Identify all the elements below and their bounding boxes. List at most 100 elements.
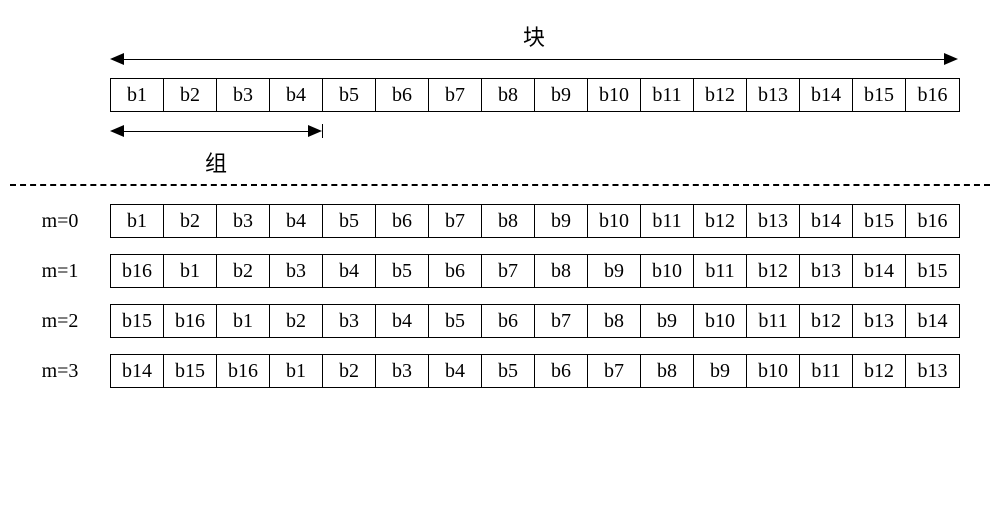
- cell: b3: [217, 205, 270, 237]
- cell: b6: [376, 79, 429, 111]
- top-row: b1b2b3b4b5b6b7b8b9b10b11b12b13b14b15b16: [10, 78, 990, 112]
- cell: b4: [270, 79, 323, 111]
- cell: b10: [641, 255, 694, 287]
- cell: b4: [376, 305, 429, 337]
- cell: b16: [111, 255, 164, 287]
- cell: b8: [535, 255, 588, 287]
- cell: b2: [217, 255, 270, 287]
- cell: b16: [906, 205, 959, 237]
- cell: b12: [694, 79, 747, 111]
- row-cells: b16b1b2b3b4b5b6b7b8b9b10b11b12b13b14b15: [110, 254, 960, 288]
- cell: b11: [747, 305, 800, 337]
- cell: b3: [270, 255, 323, 287]
- data-row: m=1b16b1b2b3b4b5b6b7b8b9b10b11b12b13b14b…: [10, 254, 990, 288]
- data-row: m=3b14b15b16b1b2b3b4b5b6b7b8b9b10b11b12b…: [10, 354, 990, 388]
- cell: b9: [694, 355, 747, 387]
- cell: b1: [164, 255, 217, 287]
- divider: [10, 184, 990, 186]
- cell: b12: [747, 255, 800, 287]
- cell: b7: [429, 205, 482, 237]
- cell: b1: [217, 305, 270, 337]
- cell: b3: [217, 79, 270, 111]
- data-row: m=2b15b16b1b2b3b4b5b6b7b8b9b10b11b12b13b…: [10, 304, 990, 338]
- cell: b13: [747, 205, 800, 237]
- cell: b12: [800, 305, 853, 337]
- cell: b11: [800, 355, 853, 387]
- row-label: m=0: [10, 210, 110, 233]
- block-arrow: [110, 46, 958, 72]
- cell: b8: [482, 79, 535, 111]
- cell: b10: [747, 355, 800, 387]
- cell: b1: [111, 205, 164, 237]
- cell: b14: [906, 305, 959, 337]
- data-row: m=0b1b2b3b4b5b6b7b8b9b10b11b12b13b14b15b…: [10, 204, 990, 238]
- cell: b12: [694, 205, 747, 237]
- cell: b10: [694, 305, 747, 337]
- cell: b5: [323, 205, 376, 237]
- cell: b16: [906, 79, 959, 111]
- group-label: 组: [205, 146, 227, 178]
- cell: b6: [482, 305, 535, 337]
- group-arrow: [110, 118, 958, 144]
- cell: b3: [376, 355, 429, 387]
- cell: b15: [164, 355, 217, 387]
- cell: b10: [588, 79, 641, 111]
- cell: b14: [800, 79, 853, 111]
- cell: b1: [111, 79, 164, 111]
- cell: b13: [800, 255, 853, 287]
- cell: b6: [376, 205, 429, 237]
- cell: b7: [482, 255, 535, 287]
- cell: b14: [111, 355, 164, 387]
- cell: b9: [535, 205, 588, 237]
- cell: b1: [270, 355, 323, 387]
- cell: b12: [853, 355, 906, 387]
- cell: b9: [588, 255, 641, 287]
- cell: b16: [217, 355, 270, 387]
- cell: b4: [270, 205, 323, 237]
- cell: b11: [641, 79, 694, 111]
- cell: b10: [588, 205, 641, 237]
- cell: b11: [641, 205, 694, 237]
- cell: b14: [853, 255, 906, 287]
- cell: b5: [323, 79, 376, 111]
- row-cells: b1b2b3b4b5b6b7b8b9b10b11b12b13b14b15b16: [110, 204, 960, 238]
- cell: b4: [323, 255, 376, 287]
- cell: b15: [853, 79, 906, 111]
- cell: b8: [482, 205, 535, 237]
- cell: b8: [588, 305, 641, 337]
- cell: b8: [641, 355, 694, 387]
- cell: b5: [482, 355, 535, 387]
- top-cells: b1b2b3b4b5b6b7b8b9b10b11b12b13b14b15b16: [110, 78, 960, 112]
- row-label: m=1: [10, 260, 110, 283]
- cell: b4: [429, 355, 482, 387]
- cell: b9: [535, 79, 588, 111]
- cell: b6: [429, 255, 482, 287]
- cell: b6: [535, 355, 588, 387]
- rows-container: m=0b1b2b3b4b5b6b7b8b9b10b11b12b13b14b15b…: [10, 204, 990, 388]
- row-label: m=3: [10, 360, 110, 383]
- row-cells: b14b15b16b1b2b3b4b5b6b7b8b9b10b11b12b13: [110, 354, 960, 388]
- cell: b7: [535, 305, 588, 337]
- cell: b2: [164, 79, 217, 111]
- cell: b5: [376, 255, 429, 287]
- cell: b11: [694, 255, 747, 287]
- cell: b15: [111, 305, 164, 337]
- cell: b13: [906, 355, 959, 387]
- row-cells: b15b16b1b2b3b4b5b6b7b8b9b10b11b12b13b14: [110, 304, 960, 338]
- cell: b7: [429, 79, 482, 111]
- cell: b2: [270, 305, 323, 337]
- cell: b7: [588, 355, 641, 387]
- diagram-canvas: 块 b1b2b3b4b5b6b7b8b9b10b11b12b13b14b15b1…: [10, 20, 990, 388]
- cell: b15: [853, 205, 906, 237]
- cell: b3: [323, 305, 376, 337]
- cell: b5: [429, 305, 482, 337]
- cell: b16: [164, 305, 217, 337]
- row-label: m=2: [10, 310, 110, 333]
- cell: b2: [323, 355, 376, 387]
- cell: b13: [853, 305, 906, 337]
- cell: b2: [164, 205, 217, 237]
- cell: b13: [747, 79, 800, 111]
- cell: b14: [800, 205, 853, 237]
- cell: b9: [641, 305, 694, 337]
- cell: b15: [906, 255, 959, 287]
